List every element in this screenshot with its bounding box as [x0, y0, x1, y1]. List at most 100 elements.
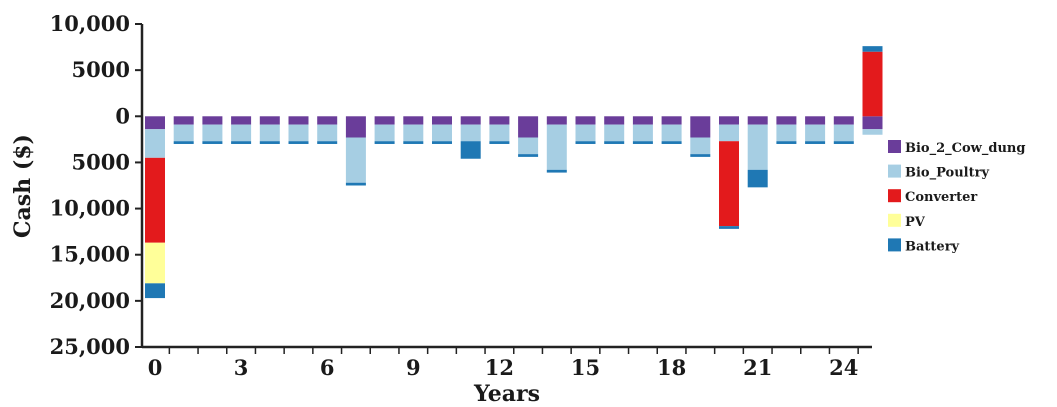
bar-segment [747, 116, 768, 125]
bar-segment [690, 116, 711, 138]
legend: Bio_2_Cow_dung Bio_Poultry Converter PV Batt… [888, 140, 1025, 254]
bar-segment [719, 226, 739, 229]
bar-segment [489, 116, 510, 125]
bar-segment [173, 116, 194, 125]
bar-segment [145, 283, 165, 299]
bar-segment [747, 169, 768, 188]
bar-segment [288, 141, 309, 144]
bar-segment [518, 154, 539, 157]
x-tick-label: 9 [406, 355, 421, 380]
bar-segment [776, 141, 797, 144]
bar-segment [632, 141, 653, 144]
bar-segment [518, 116, 539, 138]
x-tick-label: 12 [485, 355, 514, 380]
bar-segment [202, 116, 223, 125]
bar-segment [776, 124, 797, 142]
y-tick-label: 5000 [72, 149, 130, 174]
bar-segment [460, 124, 481, 142]
legend-label: Bio_Poultry [905, 166, 989, 181]
bar-segment [202, 124, 223, 142]
y-tick-label: 10,000 [50, 196, 130, 221]
bar-segment [374, 116, 395, 125]
bar-segment [632, 116, 653, 125]
bar-segment [432, 116, 452, 125]
bar-segment [805, 116, 826, 125]
bar-segment [202, 141, 223, 144]
bar-segment [231, 116, 252, 125]
y-tick-label: 15,000 [50, 242, 130, 267]
legend-swatch [888, 189, 901, 203]
bar-segment [259, 116, 280, 125]
bar-segment [432, 124, 452, 142]
bar-segment [259, 124, 280, 142]
bar-segment [776, 116, 797, 125]
bar-segment [546, 169, 567, 173]
bar-segment [259, 141, 280, 144]
legend-label: PV [905, 215, 926, 230]
bar-segment [145, 242, 165, 284]
bar-segment [403, 116, 424, 125]
x-tick-label: 21 [743, 355, 772, 380]
y-tick-label: 10,000 [50, 11, 130, 36]
bar-segment [862, 46, 883, 52]
legend-swatch [888, 164, 901, 178]
bar-segment [145, 129, 165, 158]
bar-segment [345, 116, 366, 138]
bar-segment [288, 116, 309, 125]
bar-segment [374, 124, 395, 142]
y-tick-label: 25,000 [50, 334, 130, 359]
x-axis-ticks: 0 3 6 9 12 15 18 21 24 [148, 347, 859, 380]
bar-segment [661, 124, 682, 142]
bar-segment [317, 124, 338, 142]
bar-segment [317, 116, 338, 125]
bar-segment [833, 124, 854, 142]
bar-segment [604, 141, 625, 144]
bar-segment [833, 116, 854, 125]
legend-swatch [888, 238, 901, 252]
x-tick-label: 0 [148, 355, 163, 380]
bar-segment [288, 124, 309, 142]
bar-segment [805, 141, 826, 144]
legend-label: Battery [905, 239, 960, 254]
bar-segment [690, 154, 711, 157]
bar-segment [403, 124, 424, 142]
bar-segment [345, 137, 366, 183]
bar-segment [173, 124, 194, 142]
x-tick-label: 15 [571, 355, 600, 380]
bar-segment [661, 141, 682, 144]
bar-group [145, 46, 883, 299]
x-tick-label: 6 [320, 355, 335, 380]
x-axis-title: Years [473, 381, 540, 407]
bar-segment [604, 124, 625, 142]
bar-segment [345, 182, 366, 186]
bar-segment [489, 141, 510, 144]
bar-segment [460, 116, 481, 125]
bar-segment [546, 116, 567, 125]
bar-segment [145, 116, 165, 130]
bar-segment [575, 116, 596, 125]
bar-segment [489, 124, 510, 142]
bar-segment [632, 124, 653, 142]
bar-segment [833, 141, 854, 144]
bar-segment [403, 141, 424, 144]
legend-label: Converter [905, 190, 977, 205]
legend-swatch [888, 213, 901, 227]
bar-segment [805, 124, 826, 142]
bar-segment [173, 141, 194, 144]
bar-segment [575, 124, 596, 142]
bar-segment [575, 141, 596, 144]
y-tick-label: 5000 [72, 57, 130, 82]
x-tick-label: 24 [829, 355, 858, 380]
bar-segment [460, 141, 481, 159]
y-axis-title: Cash ($) [10, 134, 36, 238]
bar-segment [317, 141, 338, 144]
y-tick-label: 0 [115, 103, 130, 128]
bar-segment [432, 141, 452, 144]
bar-segment [719, 116, 739, 125]
bar-segment [747, 124, 768, 170]
legend-swatch [888, 140, 901, 153]
y-axis-ticks: 10,000 5000 0 5000 10,000 15,000 20,000 25,000 [50, 11, 142, 359]
bar-segment [719, 141, 739, 227]
y-tick-label: 20,000 [50, 288, 130, 313]
